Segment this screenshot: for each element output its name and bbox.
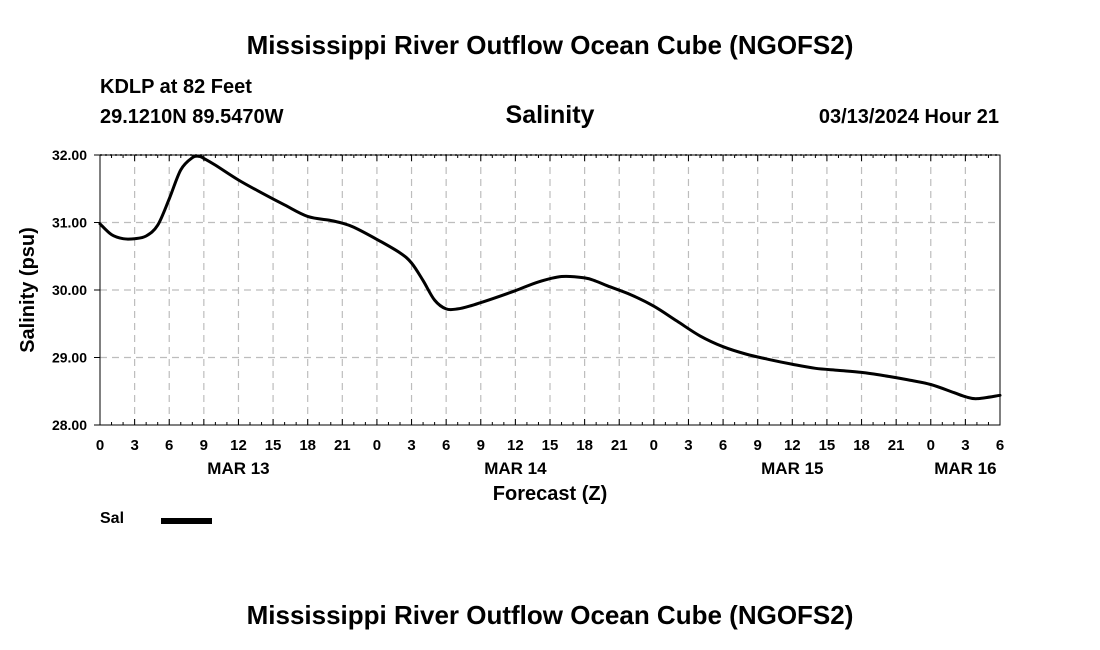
- plot-frame: [99, 154, 1001, 426]
- x-tick-label: 0: [96, 437, 104, 454]
- y-tick-label: 28.00: [52, 417, 87, 433]
- x-tick-label: 15: [265, 437, 282, 454]
- footer-title: Mississippi River Outflow Ocean Cube (NG…: [246, 600, 854, 630]
- y-tick-label: 29.00: [52, 350, 87, 366]
- y-axis-title: Salinity (psu): [17, 227, 39, 353]
- day-label: MAR 13: [207, 459, 269, 478]
- day-label: MAR 14: [484, 459, 547, 478]
- x-tick-label: 15: [819, 437, 836, 454]
- y-tick-label: 32.00: [52, 147, 87, 163]
- x-tick-label: 6: [165, 437, 173, 454]
- axis-labels: 0 3 6 9 12 15 18 21 0 3 6 9 12 15 18 21 0 3 6 9 12 15 18 21 0 3 6 2…: [52, 147, 1004, 478]
- x-tick-label: 18: [299, 437, 316, 454]
- x-tick-label: 21: [888, 437, 905, 454]
- x-tick-label: 0: [650, 437, 658, 454]
- variable-title: Salinity: [505, 101, 595, 129]
- legend-label: Sal: [100, 510, 125, 527]
- x-tick-label: 9: [200, 437, 208, 454]
- forecast-datetime: 03/13/2024 Hour 21: [818, 106, 999, 128]
- x-tick-label: 3: [130, 437, 138, 454]
- day-label: MAR 16: [934, 459, 996, 478]
- x-tick-label: 15: [542, 437, 559, 454]
- y-tick-label: 31.00: [52, 215, 87, 231]
- x-tick-label: 9: [477, 437, 485, 454]
- x-tick-label: 12: [230, 437, 247, 454]
- station-coordinates: 29.1210N 89.5470W: [100, 106, 284, 128]
- x-tick-label: 21: [611, 437, 628, 454]
- x-tick-label: 6: [996, 437, 1004, 454]
- x-tick-label: 18: [576, 437, 593, 454]
- x-tick-label: 3: [684, 437, 692, 454]
- x-tick-label: 0: [373, 437, 381, 454]
- x-tick-label: 18: [853, 437, 870, 454]
- x-tick-label: 3: [961, 437, 969, 454]
- station-label: KDLP at 82 Feet: [100, 76, 252, 98]
- x-axis-title: Forecast (Z): [493, 483, 607, 505]
- chart-title: Mississippi River Outflow Ocean Cube (NG…: [246, 30, 854, 60]
- x-tick-label: 0: [927, 437, 935, 454]
- day-label: MAR 15: [761, 459, 823, 478]
- legend-swatch: [161, 518, 212, 524]
- x-tick-label: 6: [442, 437, 450, 454]
- y-tick-label: 30.00: [52, 282, 87, 298]
- grid-lines: [100, 155, 1000, 425]
- x-tick-label: 12: [507, 437, 524, 454]
- salinity-series-line: [98, 154, 1002, 401]
- x-tick-label: 6: [719, 437, 727, 454]
- x-tick-label: 3: [407, 437, 415, 454]
- x-tick-label: 21: [334, 437, 351, 454]
- x-tick-label: 12: [784, 437, 801, 454]
- x-tick-label: 9: [754, 437, 762, 454]
